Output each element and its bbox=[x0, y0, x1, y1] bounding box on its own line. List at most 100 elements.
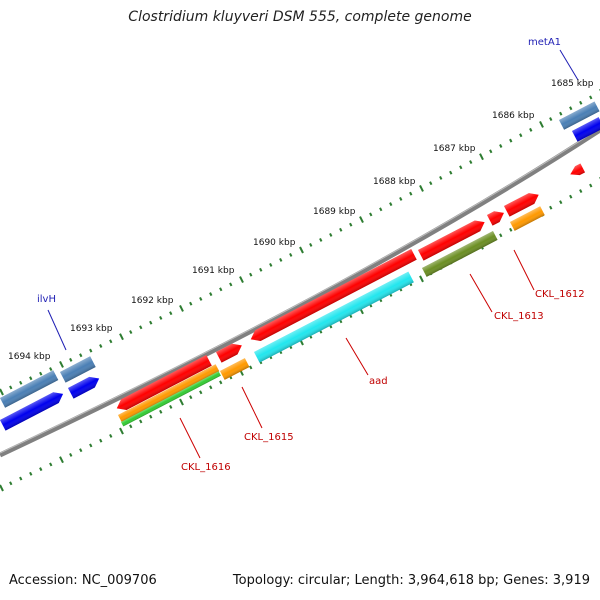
outer-tick bbox=[169, 311, 173, 316]
outer-tick-track bbox=[0, 89, 600, 396]
feature-metA1-upper-shade bbox=[559, 101, 600, 130]
outer-tick bbox=[399, 196, 403, 201]
outer-tick bbox=[229, 282, 233, 287]
inner-tick bbox=[39, 467, 43, 472]
feature-CKL1612-shade bbox=[510, 206, 545, 231]
outer-tick bbox=[549, 117, 553, 122]
outer-tick bbox=[49, 367, 53, 372]
feature-metA1-lower-shade bbox=[572, 117, 600, 142]
outer-tick bbox=[199, 296, 203, 301]
feature-metA1-lower bbox=[572, 117, 600, 142]
outer-tick bbox=[99, 344, 103, 348]
inner-tick bbox=[139, 419, 143, 424]
gene-label-CKL_1616[interactable]: CKL_1616 bbox=[181, 462, 231, 473]
inner-tick bbox=[99, 438, 103, 443]
feature-small-red-shade bbox=[570, 163, 586, 176]
outer-tick bbox=[529, 127, 533, 132]
inner-tick bbox=[199, 390, 203, 395]
inner-tick bbox=[249, 365, 253, 370]
inner-tick bbox=[19, 476, 23, 481]
inner-tick bbox=[129, 424, 133, 429]
feature-red-b-shade bbox=[487, 211, 504, 226]
feature-aad bbox=[254, 271, 414, 363]
outer-tick bbox=[139, 325, 143, 330]
feature-red-d bbox=[216, 343, 242, 363]
outer-tick bbox=[79, 353, 83, 358]
inner-tick bbox=[119, 427, 124, 435]
outer-tick bbox=[269, 262, 273, 267]
gene-features bbox=[0, 101, 600, 431]
feature-aad-shade bbox=[254, 271, 414, 363]
gene-label-CKL_1615[interactable]: CKL_1615 bbox=[244, 432, 294, 443]
outer-tick bbox=[219, 287, 223, 292]
accession-text: Accession: NC_009706 bbox=[9, 573, 157, 588]
inner-tick bbox=[29, 471, 33, 476]
feature-left-lower bbox=[0, 392, 64, 431]
outer-tick bbox=[349, 222, 353, 227]
inner-tick bbox=[49, 462, 53, 467]
callout-aad bbox=[345, 337, 369, 376]
ruler-label-1693: 1693 kbp bbox=[70, 324, 113, 334]
inner-tick bbox=[109, 433, 113, 438]
outer-tick bbox=[189, 301, 193, 306]
outer-tick bbox=[519, 133, 523, 138]
feature-red-c-shade bbox=[418, 220, 485, 261]
feature-CKL1616-orange-shade bbox=[118, 364, 220, 423]
outer-tick bbox=[119, 333, 124, 341]
gene-label-aad[interactable]: aad bbox=[369, 376, 388, 387]
outer-tick bbox=[299, 246, 304, 254]
outer-tick bbox=[289, 253, 293, 257]
feature-red-e bbox=[116, 354, 212, 410]
outer-tick bbox=[369, 212, 373, 217]
outer-tick bbox=[419, 185, 424, 192]
outer-tick bbox=[249, 272, 253, 277]
outer-tick bbox=[59, 361, 64, 368]
gene-label-metA1[interactable]: metA1 bbox=[528, 37, 561, 48]
feature-ilvH-upper bbox=[60, 356, 96, 383]
label-callout-lines bbox=[47, 49, 579, 459]
inner-tick bbox=[69, 452, 73, 457]
feature-red-a bbox=[504, 193, 539, 217]
genome-backbone bbox=[0, 127, 600, 458]
outer-tick bbox=[499, 144, 503, 148]
feature-red-aad-upper bbox=[250, 249, 417, 341]
feature-CKL1615 bbox=[220, 358, 250, 380]
inner-tick bbox=[159, 409, 163, 414]
outer-tick bbox=[149, 320, 153, 325]
callout-CKL_1615 bbox=[241, 386, 263, 429]
feature-ilvH-lower bbox=[68, 376, 100, 399]
inner-tick bbox=[579, 189, 583, 194]
inner-tick bbox=[149, 414, 153, 419]
ruler-label-1691: 1691 kbp bbox=[192, 266, 235, 276]
ruler-label-1685: 1685 kbp bbox=[551, 79, 594, 89]
callout-CKL_1616 bbox=[179, 417, 201, 459]
outer-tick bbox=[429, 181, 433, 186]
feature-CKL1616-green bbox=[121, 371, 221, 427]
outer-tick bbox=[579, 100, 583, 105]
gene-label-CKL_1613[interactable]: CKL_1613 bbox=[494, 311, 544, 322]
outer-tick bbox=[109, 339, 113, 344]
outer-tick bbox=[389, 202, 393, 207]
feature-CKL1613 bbox=[422, 231, 498, 277]
inner-tick bbox=[589, 183, 593, 188]
gene-label-CKL_1612[interactable]: CKL_1612 bbox=[535, 289, 585, 300]
outer-tick bbox=[9, 385, 13, 390]
ruler-label-1688: 1688 kbp bbox=[373, 177, 416, 187]
outer-tick bbox=[539, 121, 544, 128]
feature-red-c bbox=[418, 220, 485, 261]
outer-tick bbox=[409, 191, 413, 196]
outer-tick bbox=[129, 330, 133, 334]
inner-tick bbox=[169, 405, 173, 409]
feature-left-upper bbox=[0, 370, 59, 408]
outer-tick bbox=[179, 305, 184, 312]
outer-tick bbox=[569, 106, 573, 111]
outer-tick bbox=[29, 376, 33, 381]
inner-tick bbox=[59, 456, 64, 464]
gene-label-ilvH[interactable]: ilvH bbox=[37, 294, 56, 305]
outer-tick bbox=[469, 160, 473, 164]
feature-red-aad-upper-shade bbox=[250, 249, 417, 341]
map-title: Clostridium kluyveri DSM 555, complete g… bbox=[128, 9, 472, 25]
callout-metA1 bbox=[559, 49, 579, 81]
